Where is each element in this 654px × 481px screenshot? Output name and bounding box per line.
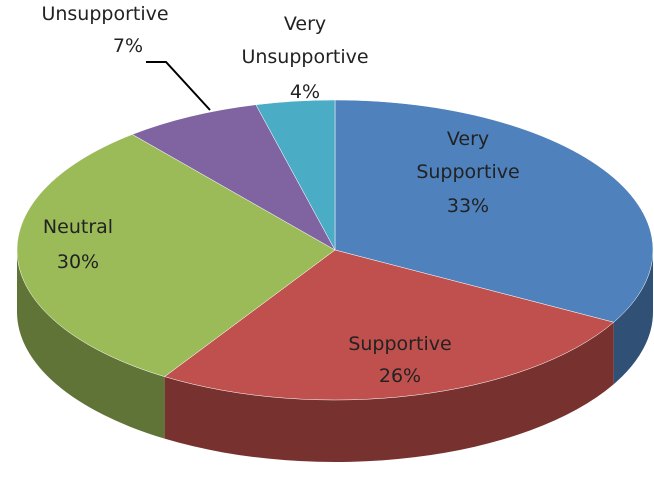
slice-label: Unsupportive <box>41 3 168 25</box>
slice <box>131 104 336 251</box>
slice-side <box>613 250 653 385</box>
slice <box>255 99 336 251</box>
leader-line <box>146 61 211 111</box>
slice-label: Supportive <box>348 333 451 355</box>
slice-side <box>164 322 614 462</box>
slice-label: Very Unsupportive <box>241 13 368 68</box>
slice-value-label: 26% <box>379 365 421 387</box>
slice-label: Very Supportive <box>416 128 519 183</box>
slice-value-label: 4% <box>290 81 320 103</box>
slice-side <box>17 250 165 439</box>
slice-label: Neutral <box>43 216 113 238</box>
slice <box>164 249 615 401</box>
slice <box>334 99 654 323</box>
slice <box>16 134 336 377</box>
slice-tops <box>16 99 654 401</box>
slice-value-label: 30% <box>57 251 99 273</box>
slice-value-label: 7% <box>113 35 143 57</box>
slice-value-label: 33% <box>447 195 489 217</box>
slice-sides <box>17 250 653 462</box>
